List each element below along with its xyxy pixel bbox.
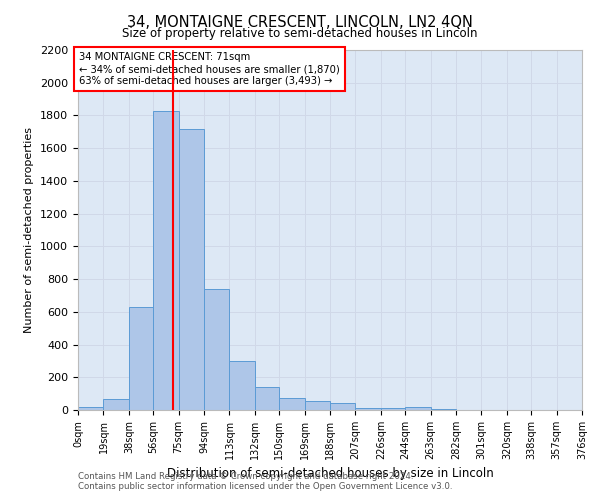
Bar [103, 400, 129, 410]
Bar [153, 110, 179, 410]
Bar [229, 361, 255, 410]
Bar [279, 398, 305, 410]
Bar [129, 307, 153, 410]
X-axis label: Distribution of semi-detached houses by size in Lincoln: Distribution of semi-detached houses by … [167, 468, 493, 480]
Bar [405, 406, 431, 410]
Bar [381, 408, 405, 410]
Y-axis label: Number of semi-detached properties: Number of semi-detached properties [25, 127, 34, 333]
Text: Size of property relative to semi-detached houses in Lincoln: Size of property relative to semi-detach… [122, 28, 478, 40]
Text: 34, MONTAIGNE CRESCENT, LINCOLN, LN2 4QN: 34, MONTAIGNE CRESCENT, LINCOLN, LN2 4QN [127, 15, 473, 30]
Bar [204, 289, 229, 410]
Text: 34 MONTAIGNE CRESCENT: 71sqm
← 34% of semi-detached houses are smaller (1,870)
6: 34 MONTAIGNE CRESCENT: 71sqm ← 34% of se… [79, 52, 340, 86]
Text: Contains HM Land Registry data © Crown copyright and database right 2024.: Contains HM Land Registry data © Crown c… [78, 472, 413, 481]
Text: Contains public sector information licensed under the Open Government Licence v3: Contains public sector information licen… [78, 482, 452, 491]
Bar [305, 401, 330, 410]
Bar [330, 404, 355, 410]
Bar [355, 408, 381, 410]
Bar [78, 406, 103, 410]
Bar [179, 128, 204, 410]
Bar [255, 387, 279, 410]
Bar [431, 409, 456, 410]
